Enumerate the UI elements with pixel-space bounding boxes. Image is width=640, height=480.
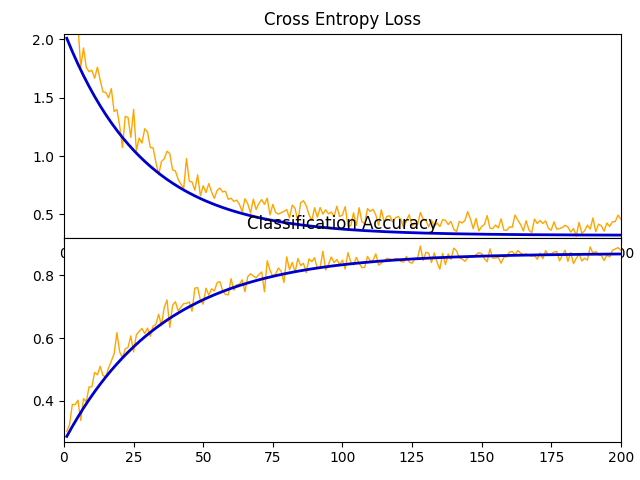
Title: Cross Entropy Loss: Cross Entropy Loss [264, 11, 421, 29]
Title: Classification Accuracy: Classification Accuracy [247, 215, 438, 233]
